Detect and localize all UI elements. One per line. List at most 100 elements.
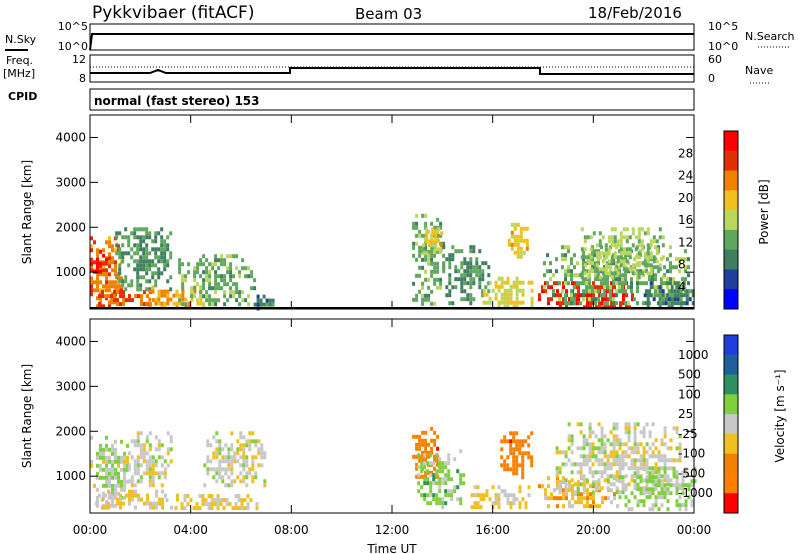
heatmap-cell [506, 276, 510, 281]
heatmap-cell [93, 280, 96, 285]
heatmap-cell [515, 443, 519, 448]
heatmap-cell [118, 247, 122, 252]
heatmap-cell [564, 257, 567, 262]
heatmap-cell [260, 447, 264, 452]
heatmap-cell [603, 265, 606, 270]
heatmap-cell [226, 270, 230, 275]
heatmap-cell [675, 487, 679, 492]
heatmap-cell [136, 235, 140, 240]
heatmap-cell [648, 289, 651, 294]
heatmap-cell [633, 471, 637, 476]
heatmap-cell [588, 422, 592, 427]
heatmap-cell [160, 471, 164, 476]
heatmap-cell [441, 469, 445, 474]
heatmap-cell [675, 265, 678, 270]
heatmap-cell [421, 257, 425, 262]
heatmap-cell [215, 447, 219, 452]
heatmap-cell [618, 479, 622, 484]
heatmap-cell [148, 251, 152, 256]
heatmap-cell [666, 458, 670, 463]
heatmap-cell [90, 288, 93, 293]
heatmap-cell [543, 261, 546, 266]
heatmap-cell [618, 269, 621, 274]
heatmap-cell [661, 301, 665, 306]
heatmap-cell [618, 438, 622, 443]
heatmap-cell [148, 443, 152, 448]
heatmap-cell [597, 470, 601, 475]
heatmap-cell [618, 277, 621, 282]
heatmap-cell [436, 229, 440, 234]
heatmap-cell [580, 293, 583, 298]
heatmap-cell [672, 265, 675, 270]
heatmap-cell [633, 462, 637, 467]
heatmap-cell [519, 250, 523, 255]
heatmap-cell [230, 447, 234, 452]
heatmap-cell [649, 255, 653, 260]
heatmap-cell [111, 487, 114, 492]
heatmap-cell [616, 504, 619, 509]
heatmap-cell [666, 285, 669, 290]
heatmap-cell [139, 431, 143, 436]
heatmap-cell [600, 281, 603, 286]
heatmap-cell [110, 294, 113, 299]
heatmap-cell [624, 462, 628, 467]
heatmap-cell [423, 461, 427, 466]
heatmap-cell [586, 504, 589, 509]
heatmap-cell [564, 297, 567, 302]
heatmap-cell [460, 265, 464, 270]
heatmap-cell [506, 501, 510, 506]
heatmap-cell [130, 439, 134, 444]
heatmap-cell [148, 447, 152, 452]
heatmap-cell [634, 247, 638, 252]
heatmap-cell [423, 493, 427, 498]
heatmap-cell [99, 463, 102, 468]
heatmap-cell [606, 478, 610, 483]
heatmap-cell [223, 282, 227, 287]
heatmap-cell [198, 506, 202, 511]
heatmap-cell [412, 245, 416, 250]
heatmap-cell [139, 255, 143, 260]
heatmap-cell [445, 285, 449, 290]
heatmap-cell [592, 281, 595, 286]
heatmap-cell [445, 293, 449, 298]
heatmap-cell [609, 269, 612, 274]
heatmap-cell [245, 459, 249, 464]
heatmap-cell [613, 243, 617, 248]
heatmap-cell [655, 251, 659, 256]
heatmap-cell [136, 467, 140, 472]
heatmap-cell [637, 243, 641, 248]
heatmap-cell [512, 300, 516, 305]
heatmap-cell [562, 285, 565, 290]
heatmap-cell [576, 446, 580, 451]
heatmap-cell [518, 485, 522, 490]
heatmap-cell [96, 252, 99, 257]
heatmap-cell [591, 245, 594, 250]
heatmap-cell [98, 493, 101, 498]
heatmap-cell [242, 475, 246, 480]
heatmap-cell [181, 282, 185, 287]
heatmap-cell [102, 451, 105, 456]
heatmap-cell [233, 459, 237, 464]
heatmap-cell [600, 486, 604, 491]
heatmap-cell [253, 302, 257, 307]
noise-left-tick-bottom: 10^0 [58, 40, 88, 53]
heatmap-cell [678, 450, 682, 455]
heatmap-cell [571, 488, 574, 493]
heatmap-cell [187, 301, 191, 306]
velocity-plot-bg [90, 319, 694, 513]
heatmap-cell [582, 478, 586, 483]
heatmap-cell [580, 492, 583, 497]
heatmap-cell [105, 467, 108, 472]
heatmap-cell [206, 443, 210, 448]
heatmap-cell [515, 447, 519, 452]
heatmap-cell [151, 275, 155, 280]
heatmap-cell [166, 259, 170, 264]
heatmap-cell [427, 253, 431, 258]
heatmap-cell [609, 245, 612, 250]
heatmap-cell [598, 231, 602, 236]
heatmap-cell [595, 480, 598, 485]
heatmap-cell [113, 290, 116, 295]
heatmap-cell [128, 493, 131, 498]
heatmap-cell [627, 482, 631, 487]
heatmap-cell [645, 458, 649, 463]
